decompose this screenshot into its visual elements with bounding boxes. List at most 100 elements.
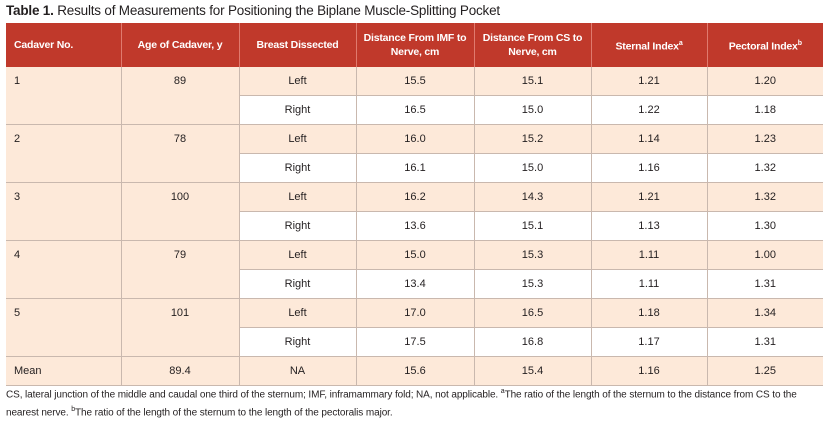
table-row: 2 78 Left 16.0 15.2 1.14 1.23 [6,124,823,183]
table-caption: Table 1. Results of Measurements for Pos… [6,3,500,18]
imf-cell: 13.6 [356,211,475,241]
cs-cell: 16.5 [474,298,592,328]
header-sternal-text: Sternal Index [615,40,679,53]
breast-cell: Left [239,124,357,154]
footnote-sup-b: b [71,406,76,414]
header-pectoral: Pectoral Indexb [707,23,823,67]
sternal-cell: 1.18 [591,298,708,328]
table-row: 3 100 Left 16.2 14.3 1.21 1.32 [6,182,823,241]
imf-cell: 13.4 [356,269,475,299]
footnote-b: The ratio of the length of the sternum t… [75,407,393,419]
sternal-cell: 1.21 [591,182,708,212]
imf-cell: 16.2 [356,182,475,212]
breast-cell: Right [239,153,357,183]
imf-cell: 16.1 [356,153,475,183]
cadaver-no-cell: 1 [6,67,122,125]
sternal-cell: 1.17 [591,327,708,357]
header-row: Cadaver No. Age of Cadaver, y Breast Dis… [6,23,823,67]
caption-title: Results of Measurements for Positioning … [57,3,500,18]
table-row: Right 13.6 15.1 1.13 1.30 [6,211,823,241]
breast-cell: Right [239,269,357,299]
age-cell: 101 [121,298,240,357]
sternal-cell: 1.11 [591,240,708,270]
cs-cell: 15.1 [474,67,592,96]
age-cell: 100 [121,182,240,241]
header-imf: Distance From IMF to Nerve, cm [356,23,475,67]
sternal-cell: 1.14 [591,124,708,154]
mean-breast-cell: NA [239,356,357,386]
age-cell: 79 [121,240,240,299]
cs-cell: 14.3 [474,182,592,212]
mean-imf-cell: 15.6 [356,356,475,386]
table-row: Right 16.5 15.0 1.22 1.18 [6,95,823,125]
table-row: Right 17.5 16.8 1.17 1.31 [6,327,823,357]
age-cell: 78 [121,124,240,183]
imf-cell: 15.0 [356,240,475,270]
footnote-a: The ratio of the length of the sternum t… [6,389,797,419]
imf-cell: 17.0 [356,298,475,328]
mean-row: Mean 89.4 NA 15.6 15.4 1.16 1.25 [6,356,823,386]
sternal-cell: 1.13 [591,211,708,241]
header-sternal-sup: a [678,39,683,47]
pectoral-cell: 1.20 [707,67,823,96]
header-cadaver: Cadaver No. [6,23,122,67]
breast-cell: Right [239,95,357,125]
table-row: 4 79 Left 15.0 15.3 1.11 1.00 [6,240,823,299]
mean-age-cell: 89.4 [121,356,240,386]
mean-label-cell: Mean [6,356,122,386]
pectoral-cell: 1.00 [707,240,823,270]
breast-cell: Right [239,327,357,357]
table-footnote: CS, lateral junction of the middle and c… [6,384,821,421]
footnote-abbrev: CS, lateral junction of the middle and c… [6,389,501,401]
measurements-table: Cadaver No. Age of Cadaver, y Breast Dis… [6,23,823,386]
sternal-cell: 1.16 [591,153,708,183]
sternal-cell: 1.22 [591,95,708,125]
cadaver-no-cell: 4 [6,240,122,299]
cadaver-no-cell: 2 [6,124,122,183]
pectoral-cell: 1.32 [707,153,823,183]
table-body: 1 89 Left 15.5 15.1 1.21 1.20 Right 16.5 15.0 1.22… [6,67,823,386]
breast-cell: Left [239,67,357,96]
footnote-sup-a: a [500,388,505,395]
cs-cell: 15.1 [474,211,592,241]
header-sternal: Sternal Indexa [591,23,708,67]
header-breast: Breast Dissected [239,23,357,67]
age-cell: 89 [121,67,240,125]
imf-cell: 15.5 [356,67,475,96]
mean-sternal-cell: 1.16 [591,356,708,386]
cs-cell: 16.8 [474,327,592,357]
header-cs: Distance From CS to Nerve, cm [474,23,592,67]
sternal-cell: 1.11 [591,269,708,299]
caption-label: Table 1. [6,3,54,18]
imf-cell: 16.5 [356,95,475,125]
cs-cell: 15.0 [474,153,592,183]
table-row: 1 89 Left 15.5 15.1 1.21 1.20 [6,67,823,125]
pectoral-cell: 1.34 [707,298,823,328]
cadaver-no-cell: 5 [6,298,122,357]
pectoral-cell: 1.31 [707,269,823,299]
header-age: Age of Cadaver, y [121,23,240,67]
table-row: 5 101 Left 17.0 16.5 1.18 1.34 [6,298,823,357]
mean-pectoral-cell: 1.25 [707,356,823,386]
imf-cell: 17.5 [356,327,475,357]
sternal-cell: 1.21 [591,67,708,96]
breast-cell: Right [239,211,357,241]
imf-cell: 16.0 [356,124,475,154]
mean-cs-cell: 15.4 [474,356,592,386]
breast-cell: Left [239,240,357,270]
header-pectoral-sup: b [797,39,802,47]
cs-cell: 15.0 [474,95,592,125]
pectoral-cell: 1.32 [707,182,823,212]
cs-cell: 15.2 [474,124,592,154]
cs-cell: 15.3 [474,240,592,270]
pectoral-cell: 1.31 [707,327,823,357]
cadaver-no-cell: 3 [6,182,122,241]
pectoral-cell: 1.30 [707,211,823,241]
pectoral-cell: 1.23 [707,124,823,154]
header-pectoral-text: Pectoral Index [728,40,798,53]
pectoral-cell: 1.18 [707,95,823,125]
breast-cell: Left [239,298,357,328]
breast-cell: Left [239,182,357,212]
cs-cell: 15.3 [474,269,592,299]
